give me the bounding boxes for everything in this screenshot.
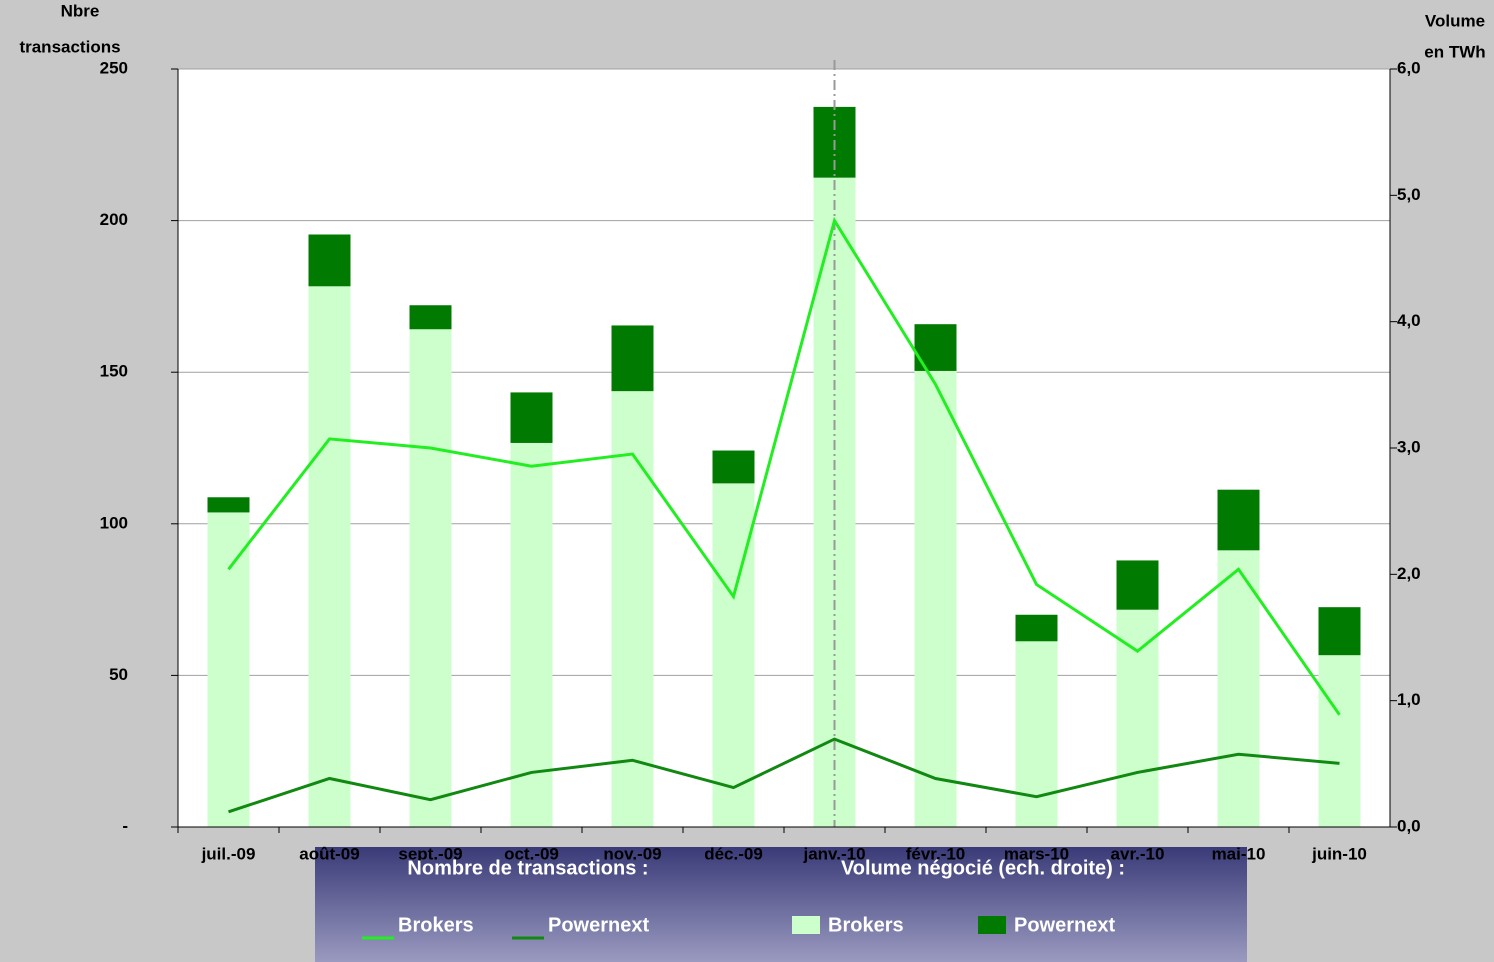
y-axis-title: transactions — [19, 37, 120, 56]
bar — [1318, 607, 1361, 656]
x-tick-label: janv.-10 — [802, 844, 865, 863]
bar — [207, 512, 250, 827]
legend-label: Brokers — [828, 914, 904, 936]
bar — [712, 450, 755, 484]
y2-tick-label: 0,0 — [1397, 816, 1421, 835]
bar — [1116, 560, 1159, 610]
y2-tick-label: 2,0 — [1397, 564, 1421, 583]
bar — [611, 325, 654, 392]
x-tick-label: juil.-09 — [201, 844, 256, 863]
bar — [409, 329, 452, 827]
bar — [914, 370, 957, 827]
bar — [510, 442, 553, 827]
bar — [611, 391, 654, 827]
x-tick-label: déc.-09 — [704, 844, 763, 863]
y2-axis-title: en TWh — [1424, 42, 1485, 61]
bar — [510, 392, 553, 443]
x-tick-label: juin-10 — [1311, 844, 1367, 863]
legend-group-title: Nombre de transactions : — [407, 857, 648, 879]
bar — [308, 234, 351, 287]
y-tick-label: 100 — [100, 513, 128, 532]
legend-swatch — [792, 916, 820, 934]
legend-label: Powernext — [1014, 914, 1115, 936]
y-tick-label: 250 — [100, 58, 128, 77]
bar — [409, 305, 452, 330]
line — [227, 216, 1341, 716]
x-tick-label: mars-10 — [1004, 844, 1069, 863]
bar — [1318, 655, 1361, 827]
legend-box — [315, 847, 1247, 962]
bar — [1015, 641, 1058, 827]
y-tick-label: 200 — [100, 210, 128, 229]
y2-tick-label: 5,0 — [1397, 185, 1421, 204]
y-tick-label: 150 — [100, 362, 128, 381]
y-axis-title: Nbre — [61, 1, 100, 20]
y2-axis-title: Volume — [1425, 11, 1485, 30]
legend-label: Powernext — [548, 914, 649, 936]
x-tick-label: nov.-09 — [603, 844, 661, 863]
y-tick-label: - — [122, 816, 128, 835]
bar — [1217, 550, 1260, 827]
bar — [1217, 489, 1260, 551]
bar — [914, 324, 957, 371]
bar — [1015, 614, 1058, 642]
bar — [308, 286, 351, 827]
bar — [1116, 609, 1159, 827]
x-tick-label: mai-10 — [1212, 844, 1266, 863]
x-tick-label: oct.-09 — [504, 844, 559, 863]
x-tick-label: sept.-09 — [398, 844, 462, 863]
y2-tick-label: 3,0 — [1397, 437, 1421, 456]
legend-swatch — [978, 916, 1006, 934]
bar — [712, 483, 755, 827]
bar — [207, 497, 250, 513]
y2-tick-label: 6,0 — [1397, 58, 1421, 77]
x-tick-label: févr.-10 — [906, 844, 966, 863]
y2-tick-label: 4,0 — [1397, 311, 1421, 330]
plot-area — [178, 69, 1390, 827]
y2-tick-label: 1,0 — [1397, 690, 1421, 709]
line — [228, 737, 1340, 814]
x-tick-label: avr.-10 — [1111, 844, 1165, 863]
x-tick-label: août-09 — [299, 844, 359, 863]
y-tick-label: 50 — [109, 665, 128, 684]
legend-group-title: Volume négocié (ech. droite) : — [841, 857, 1125, 879]
legend-label: Brokers — [398, 914, 474, 936]
